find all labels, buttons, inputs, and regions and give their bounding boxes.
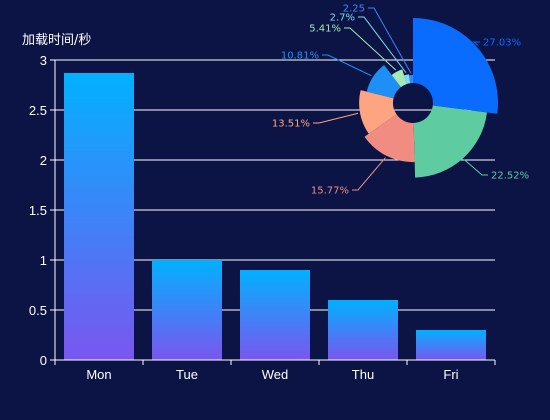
x-tick-label: Wed [262,367,289,382]
pie-slice[interactable] [404,74,411,84]
y-axis-title: 加载时间/秒 [22,33,91,48]
y-tick-label: 3 [40,53,47,68]
pie-label: 10.81% [281,51,319,62]
pie-label: 2.25 [343,4,365,15]
pie-label: 15.77% [311,186,349,197]
y-tick-label: 2 [40,153,47,168]
y-tick-label: 0.5 [29,303,47,318]
pie-label-line [368,7,412,74]
pie-label: 22.52% [491,171,529,182]
axes: 0 0.5 1 1.5 2 2.5 3 Mon Tue Wed Thu Fri [29,53,496,382]
pie-label-line [313,112,359,124]
x-tick-label: Fri [443,367,458,382]
pie-slice[interactable] [359,90,397,134]
pie-label: 27.03% [483,38,521,49]
pie-slice[interactable] [413,18,498,114]
pie-slice[interactable] [364,114,415,163]
x-tick-label: Tue [176,367,198,382]
pie-label-line [358,16,407,74]
pie-label-line [464,159,488,176]
pie-slice[interactable] [409,75,413,84]
y-tick-label: 1 [40,253,47,268]
pie-slice[interactable] [391,69,407,88]
pie-label: 13.51% [272,119,310,130]
pie-slice[interactable] [413,105,488,178]
bar-fri[interactable] [416,330,486,360]
bar-mon[interactable] [64,73,134,360]
bar-tue[interactable] [152,260,222,360]
pie-label-line [352,157,386,191]
pie-label-line [322,54,372,77]
pie-label: 2.7% [330,13,355,24]
y-tick-label: 0 [40,353,47,368]
pie-label: 5.41% [309,24,341,35]
pie-label-line [472,41,480,46]
x-tick-label: Thu [352,367,374,382]
bar-wed[interactable] [240,270,310,360]
rose-pie: 27.03% 22.52% 15.77% 13.51% 10.81% 5.41%2.7%2… [272,4,529,197]
pie-slice[interactable] [366,65,401,99]
y-tick-label: 1.5 [29,203,47,218]
y-tick-label: 2.5 [29,103,47,118]
pie-label-line [344,27,397,71]
bar-thu[interactable] [328,300,398,360]
bars [64,73,486,360]
x-tick-label: Mon [86,367,111,382]
